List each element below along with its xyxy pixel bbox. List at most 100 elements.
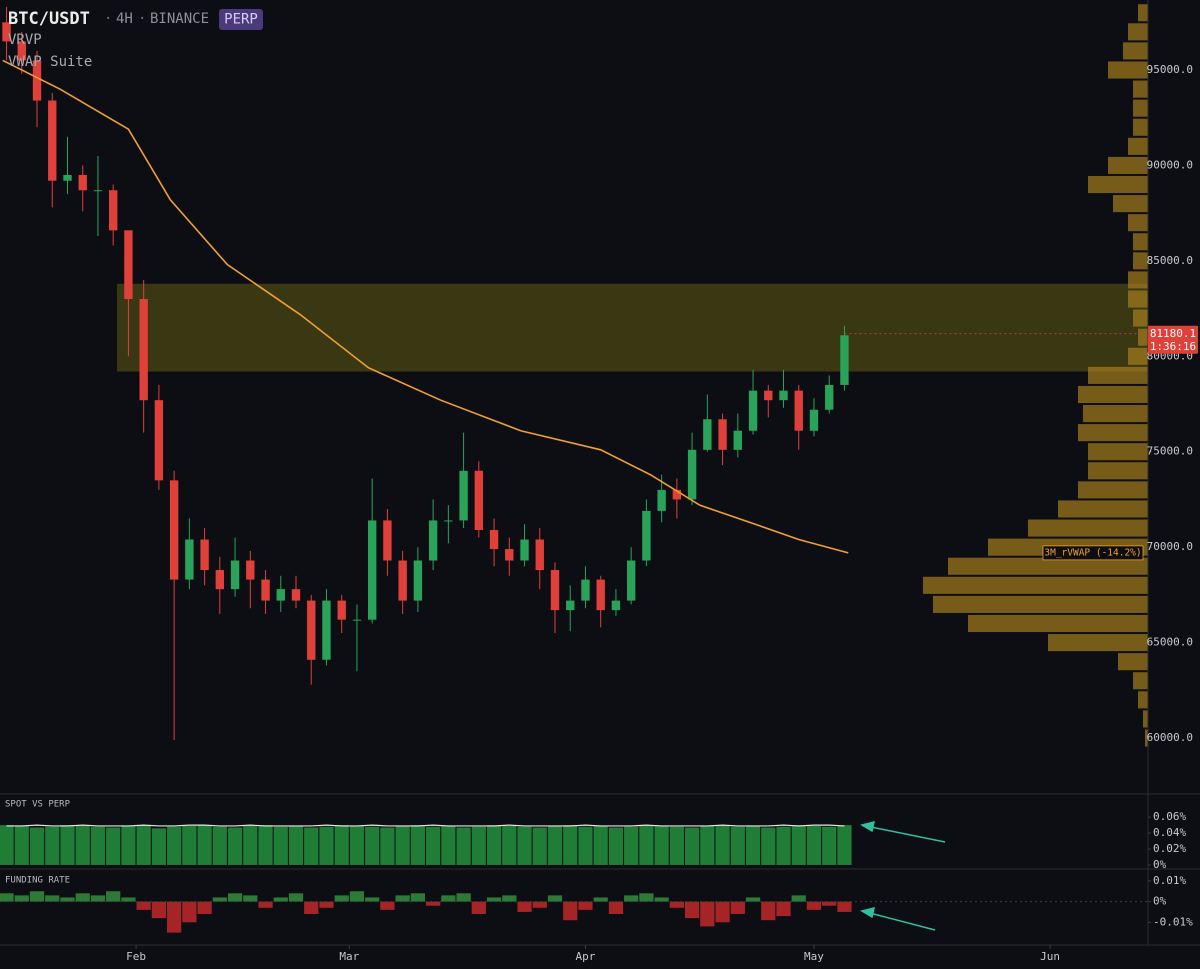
volume-profile-bar [1108, 156, 1148, 174]
volume-profile-bar [1143, 710, 1148, 728]
exchange: BINANCE [150, 11, 209, 27]
volume-profile-bar [1088, 366, 1148, 384]
bar [593, 825, 608, 865]
volume-profile-bar [1118, 653, 1148, 671]
candle-body [474, 470, 484, 530]
bar [624, 826, 639, 865]
bar [624, 895, 639, 902]
volume-profile-bar [1138, 328, 1148, 346]
countdown: 1:36:16 [1150, 340, 1196, 353]
candle-body [200, 539, 209, 571]
bar [532, 827, 547, 865]
candle-body [550, 570, 560, 611]
candle-body [687, 449, 697, 500]
vwap-label: 3M_rVWAP (-14.2%) [1044, 547, 1141, 558]
volume-profile-bar [1048, 634, 1148, 652]
bar [776, 901, 791, 917]
bar [0, 893, 14, 902]
candle-body [383, 520, 392, 561]
volume-profile-bar [1133, 80, 1148, 98]
y-tick-label: 0% [1153, 895, 1167, 908]
bar [60, 825, 75, 865]
bar [197, 901, 212, 914]
candle-body [185, 539, 194, 580]
candle-body [794, 390, 803, 431]
candle-body [154, 400, 164, 481]
bar [837, 825, 852, 865]
candle-body [718, 419, 727, 450]
bar [426, 901, 441, 906]
interval: 4H [116, 11, 133, 27]
volume-profile-bar [1058, 500, 1148, 518]
bar [197, 825, 212, 865]
candle-body [17, 41, 26, 61]
bar [380, 827, 395, 865]
bar [806, 825, 822, 865]
y-tick-label: 0.01% [1153, 874, 1186, 887]
candle-body [748, 390, 758, 431]
volume-profile-bar [1145, 729, 1148, 747]
bar [45, 895, 60, 902]
bar [791, 895, 806, 902]
volume-profile-bar [1078, 424, 1148, 442]
candle-body [2, 22, 11, 42]
bar [288, 825, 304, 865]
volume-profile-bar [1078, 481, 1148, 499]
bar [395, 825, 410, 865]
candle-body [566, 600, 575, 611]
y-tick-label: 0.04% [1153, 826, 1186, 839]
candle-body [764, 390, 773, 401]
bar [167, 901, 182, 933]
candle-body [611, 600, 621, 611]
bar [715, 825, 730, 865]
bar [319, 901, 334, 908]
indicator: VWAP Suite [8, 54, 92, 70]
volume-profile-bar [1088, 462, 1148, 480]
bar [258, 901, 273, 908]
candle-body [520, 539, 529, 561]
last-price: 81180.1 [1150, 327, 1196, 340]
y-tick-label: 0% [1153, 858, 1167, 871]
bar [761, 901, 776, 921]
volume-profile-bar [1028, 519, 1148, 537]
bar [106, 827, 121, 865]
y-tick-label: -0.01% [1153, 915, 1193, 928]
arrow [860, 820, 946, 843]
bar [517, 901, 532, 912]
bar [410, 893, 426, 902]
x-tick-label: Mar [339, 950, 359, 963]
candle-body [307, 600, 316, 660]
separator: · [138, 11, 146, 27]
bar [121, 825, 136, 865]
volume-profile-bar [1133, 118, 1148, 136]
candle-body [535, 539, 544, 571]
bar [349, 891, 365, 902]
bar [349, 825, 365, 865]
volume-profile-bar [1108, 61, 1148, 79]
bar [608, 901, 624, 914]
volume-profile-bar [1133, 233, 1148, 251]
candle-body [459, 470, 468, 521]
arrow [860, 906, 936, 931]
bar [0, 825, 14, 865]
bar [745, 897, 761, 902]
bar [822, 901, 837, 906]
volume-profile-bar [1133, 672, 1148, 690]
bar [410, 825, 426, 865]
bar [14, 895, 29, 902]
candle-body [703, 419, 712, 450]
x-tick-label: May [804, 950, 824, 963]
bar [441, 825, 456, 865]
bar [441, 895, 456, 902]
volume-profile-bar [1088, 175, 1148, 194]
y-tick-label: 60000.0 [1147, 731, 1193, 744]
volume-profile-bar [968, 614, 1148, 633]
candle-body [139, 299, 148, 401]
zone [117, 283, 1149, 372]
bar [547, 895, 563, 902]
bar [684, 827, 700, 865]
volume-profile-bar [948, 557, 1148, 575]
candle-body [596, 579, 605, 611]
bar [243, 825, 258, 865]
